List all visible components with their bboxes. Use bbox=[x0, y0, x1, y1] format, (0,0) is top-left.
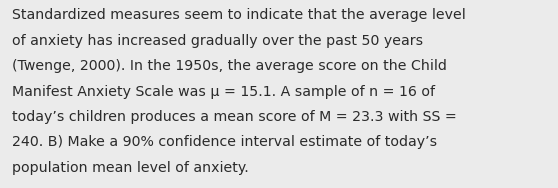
Text: 240. B) Make a 90% confidence interval estimate of today’s: 240. B) Make a 90% confidence interval e… bbox=[12, 135, 437, 149]
Text: today’s children produces a mean score of M = 23.3 with SS =: today’s children produces a mean score o… bbox=[12, 110, 457, 124]
Text: Standardized measures seem to indicate that the average level: Standardized measures seem to indicate t… bbox=[12, 8, 466, 22]
Text: population mean level of anxiety.: population mean level of anxiety. bbox=[12, 161, 249, 175]
Text: of anxiety has increased gradually over the past 50 years: of anxiety has increased gradually over … bbox=[12, 34, 424, 48]
Text: Manifest Anxiety Scale was μ = 15.1. A sample of n = 16 of: Manifest Anxiety Scale was μ = 15.1. A s… bbox=[12, 85, 435, 99]
Text: (Twenge, 2000). In the 1950s, the average score on the Child: (Twenge, 2000). In the 1950s, the averag… bbox=[12, 59, 447, 73]
